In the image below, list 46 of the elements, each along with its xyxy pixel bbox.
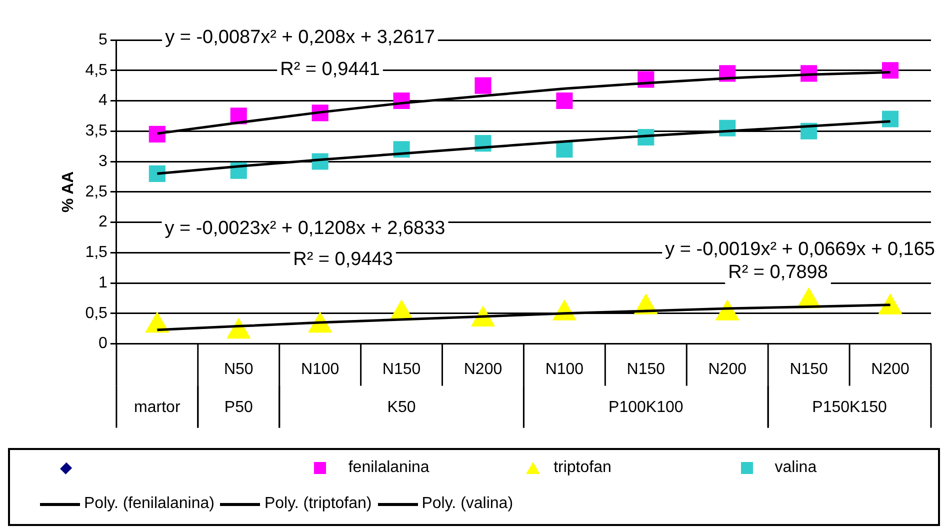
x-tick-label: N100 xyxy=(545,360,584,378)
y-tick-label: 0 xyxy=(98,335,108,352)
y-tick-label: 4,5 xyxy=(85,62,108,79)
text: P100K100 xyxy=(608,399,684,416)
point xyxy=(878,294,902,314)
y-tick-label: 0,5 xyxy=(85,304,108,322)
y-axis-title: % AA xyxy=(60,170,78,212)
point xyxy=(226,318,250,339)
annotation: y = -0,0087x² + 0,208x + 3,2617 xyxy=(165,27,435,48)
annotation: R² = 0,9441 xyxy=(280,59,380,80)
y-tick-label: 5 xyxy=(98,31,108,48)
point xyxy=(882,62,899,79)
text: P50 xyxy=(224,399,253,416)
x-tick-label: N100 xyxy=(300,360,340,378)
y-tick-label: 2 xyxy=(98,214,108,231)
point xyxy=(148,165,166,182)
y-tick-label: 1 xyxy=(98,274,108,292)
x-tick-label: N200 xyxy=(464,360,502,378)
annotation: R² = 0,7898 xyxy=(728,262,828,284)
x-tick-label: N150 xyxy=(382,360,421,378)
legend-label: fenilalanina xyxy=(348,459,430,477)
legend-label: Poly. (valina) xyxy=(422,495,514,513)
y-tick-label: 1,5 xyxy=(85,244,108,262)
legend-label: Poly. (fenilalanina) xyxy=(84,495,214,513)
annotation: y = -0,0023x² + 0,1208x + 2,6833 xyxy=(164,218,446,240)
y-tick-label: 4 xyxy=(98,92,108,110)
legend-label: triptofan xyxy=(554,459,612,477)
annotation: y = -0,0019x² + 0,0669x + 0,165 xyxy=(665,239,935,260)
point xyxy=(882,110,899,128)
y-tick-label: 3 xyxy=(98,152,108,170)
y-tick-label: 3,5 xyxy=(85,122,108,140)
x-tick-label: N150 xyxy=(626,360,666,378)
x-tick-label: N50 xyxy=(224,360,254,378)
legend-label: valina xyxy=(774,459,817,477)
x-tick-label: N200 xyxy=(708,360,747,378)
point xyxy=(148,126,166,142)
point xyxy=(556,92,573,110)
x-tick-label: N150 xyxy=(790,360,828,378)
annotation: R² = 0,9443 xyxy=(293,249,393,270)
legend-label: Poly. (triptofan) xyxy=(264,495,372,513)
point xyxy=(474,77,492,94)
text: martor xyxy=(134,399,181,416)
x-tick-label: N200 xyxy=(871,360,910,378)
text: K50 xyxy=(387,399,416,416)
y-tick-label: 2,5 xyxy=(85,183,108,200)
text: P150K150 xyxy=(812,399,888,416)
